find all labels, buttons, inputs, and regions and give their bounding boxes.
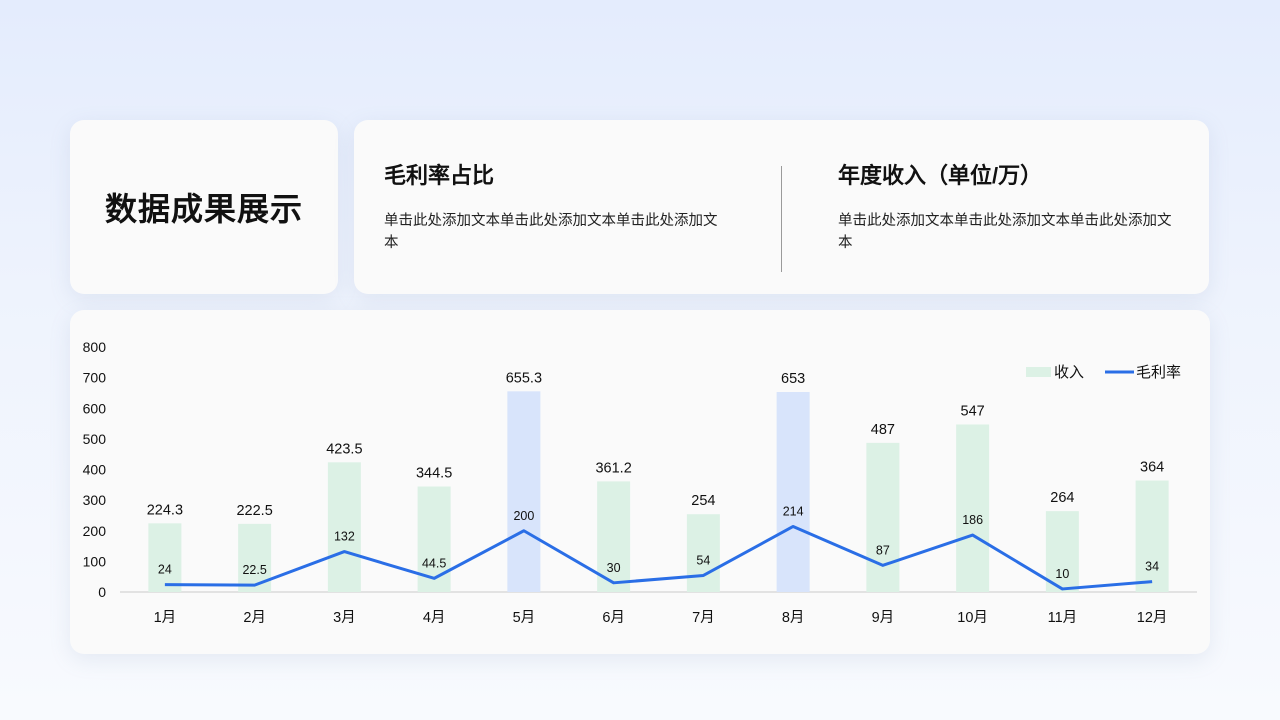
bar-value-label: 364	[1140, 460, 1164, 476]
line-value-label: 54	[696, 553, 710, 567]
info-card: 毛利率占比 单击此处添加文本单击此处添加文本单击此处添加文本 年度收入（单位/万…	[354, 120, 1209, 294]
page-title: 数据成果展示	[104, 191, 303, 227]
bar-revenue	[1135, 480, 1169, 592]
x-tick-label: 10月	[957, 610, 988, 626]
info-block-gross-margin: 毛利率占比 单击此处添加文本单击此处添加文本单击此处添加文本	[384, 158, 729, 254]
bar-revenue	[148, 523, 182, 592]
line-value-label: 186	[962, 513, 983, 527]
x-tick-label: 11月	[1048, 610, 1078, 626]
line-value-label: 34	[1145, 560, 1159, 574]
x-tick-label: 1月	[154, 610, 177, 626]
title-card: 数据成果展示	[70, 120, 338, 294]
line-value-label: 22.5	[242, 563, 266, 577]
x-tick-label: 5月	[513, 610, 536, 626]
line-value-label: 214	[783, 504, 804, 518]
bar-revenue	[866, 442, 900, 592]
bar-revenue	[776, 392, 810, 592]
annual-revenue-heading: 年度收入（单位/万）	[838, 163, 1043, 188]
revenue-margin-chart: 0 100 200 300 400 500 600 700 800 224.3 222.5 423.5…	[83, 339, 1197, 626]
bar-revenue	[597, 481, 631, 592]
x-tick-label: 4月	[423, 610, 446, 626]
bar-revenue	[1045, 511, 1079, 592]
legend-swatch-revenue	[1026, 367, 1051, 377]
divider	[781, 166, 782, 272]
y-tick-label: 500	[83, 431, 107, 447]
bar-value-label: 222.5	[236, 503, 272, 519]
line-value-label: 44.5	[422, 556, 446, 570]
bar-revenue	[327, 462, 361, 592]
info-block-annual-revenue: 年度收入（单位/万） 单击此处添加文本单击此处添加文本单击此处添加文本	[838, 158, 1183, 254]
line-value-label: 132	[334, 530, 355, 544]
x-tick-label: 7月	[692, 610, 715, 626]
gross-margin-text[interactable]: 单击此处添加文本单击此处添加文本单击此处添加文本	[384, 213, 718, 251]
line-value-label: 200	[513, 509, 534, 523]
bar-value-label: 264	[1050, 490, 1074, 506]
x-tick-label: 2月	[243, 610, 266, 626]
line-value-label: 87	[876, 543, 890, 557]
bar-value-label: 361.2	[595, 460, 631, 476]
x-tick-label: 12月	[1137, 610, 1168, 626]
chart-card: 0 100 200 300 400 500 600 700 800 224.3 222.5 423.5…	[70, 310, 1210, 654]
bar-revenue	[956, 424, 990, 592]
y-tick-label: 400	[83, 462, 107, 478]
y-tick-label: 0	[98, 584, 106, 600]
x-tick-label: 6月	[602, 610, 625, 626]
x-tick-label: 8月	[782, 610, 805, 626]
y-tick-label: 100	[83, 553, 107, 569]
bar-value-label: 547	[961, 403, 985, 419]
x-tick-label: 3月	[333, 610, 356, 626]
y-tick-label: 200	[83, 523, 107, 539]
line-gross-margin	[164, 524, 1153, 591]
y-tick-label: 800	[83, 339, 107, 355]
bar-value-label: 224.3	[147, 502, 183, 518]
bar-revenue	[507, 391, 541, 592]
line-value-label: 10	[1055, 567, 1069, 581]
legend-label-revenue: 收入	[1054, 364, 1084, 381]
bar-revenue	[686, 514, 720, 592]
bar-value-label: 653	[781, 371, 805, 387]
bar-value-label: 254	[691, 493, 715, 509]
y-tick-label: 300	[83, 492, 107, 508]
legend-label-gross-margin: 毛利率	[1136, 364, 1181, 381]
x-tick-label: 9月	[872, 610, 895, 626]
y-tick-label: 600	[83, 400, 107, 416]
gross-margin-heading: 毛利率占比	[384, 163, 495, 188]
line-value-label: 24	[158, 563, 172, 577]
y-tick-label: 700	[83, 370, 107, 386]
bar-value-label: 487	[871, 422, 895, 438]
bar-value-label: 655.3	[506, 370, 542, 386]
line-value-label: 30	[607, 561, 621, 575]
bar-value-label: 423.5	[326, 441, 362, 457]
bar-value-label: 344.5	[416, 465, 452, 481]
annual-revenue-text[interactable]: 单击此处添加文本单击此处添加文本单击此处添加文本	[838, 213, 1172, 251]
